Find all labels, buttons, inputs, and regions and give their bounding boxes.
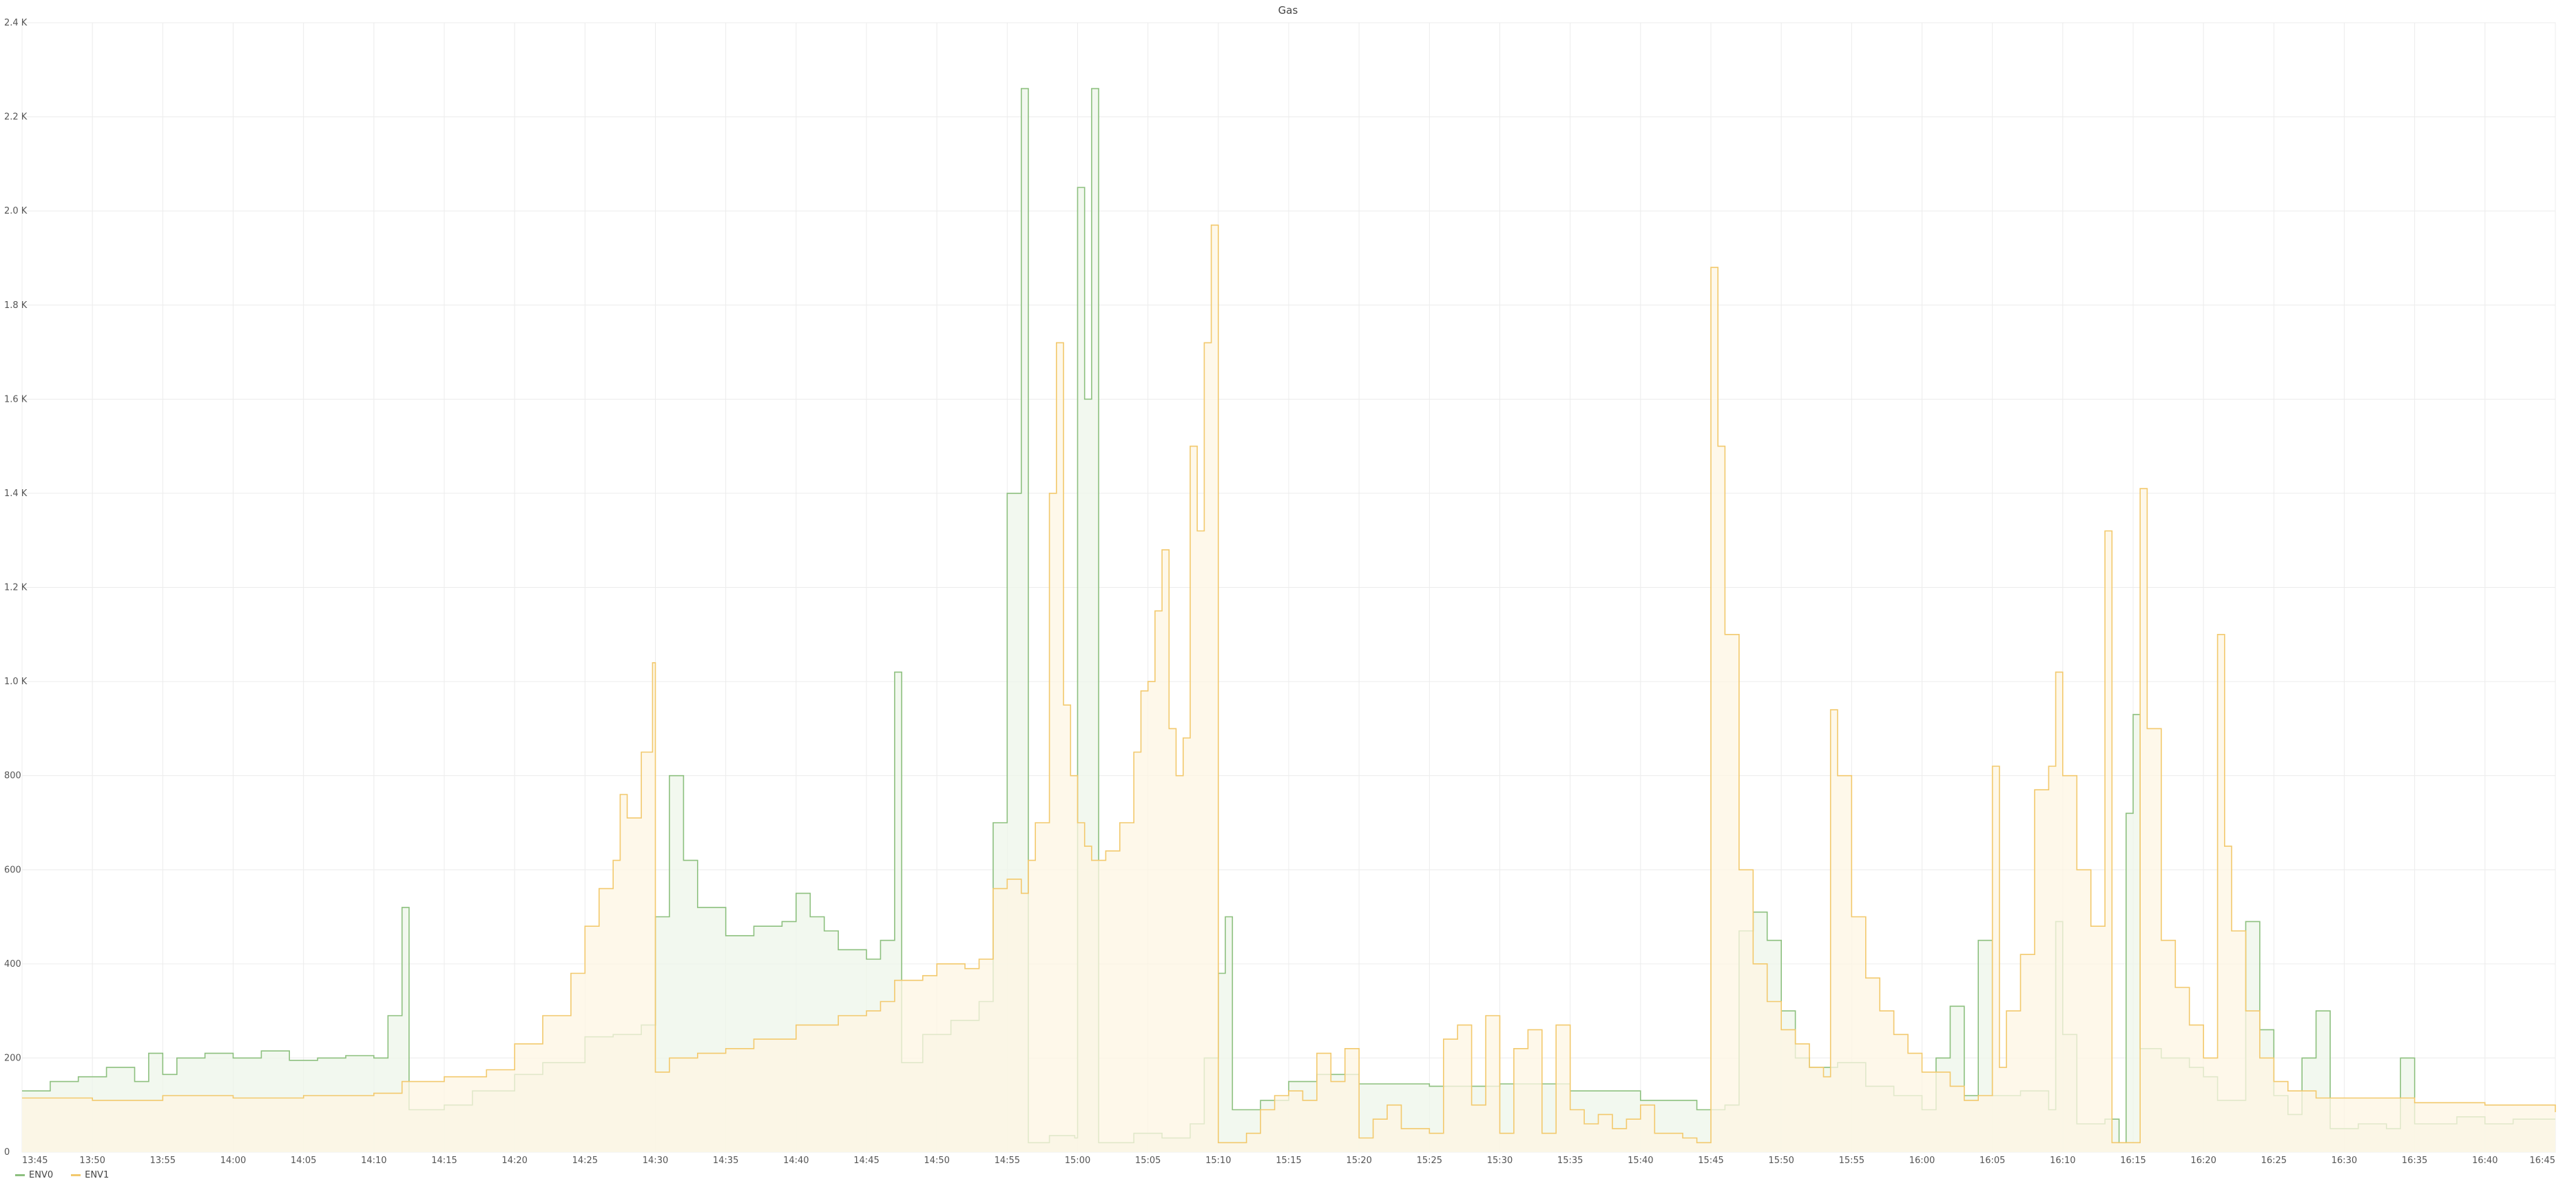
- y-tick-label: 1.8 K: [4, 300, 28, 311]
- x-tick-label: 14:15: [431, 1156, 457, 1166]
- x-tick-label: 15:50: [1768, 1156, 1794, 1166]
- x-tick-label: 15:15: [1276, 1156, 1301, 1166]
- x-tick-label: 16:05: [1980, 1156, 2005, 1166]
- x-tick-label: 15:30: [1487, 1156, 1513, 1166]
- y-tick-label: 2.2 K: [4, 112, 28, 123]
- y-tick-label: 1.6 K: [4, 394, 28, 404]
- x-tick-label: 14:35: [713, 1156, 738, 1166]
- y-tick-label: 2.0 K: [4, 206, 28, 216]
- x-tick-label: 16:45: [2530, 1156, 2555, 1166]
- legend-label-env0: ENV0: [29, 1170, 54, 1180]
- x-tick-label: 14:00: [220, 1156, 246, 1166]
- x-tick-label: 16:35: [2402, 1156, 2427, 1166]
- x-tick-label: 14:40: [783, 1156, 809, 1166]
- x-tick-label: 14:20: [501, 1156, 527, 1166]
- series-layer: [22, 88, 2556, 1153]
- y-tick-label: 600: [4, 865, 21, 875]
- y-tick-label: 200: [4, 1053, 21, 1063]
- x-tick-label: 15:35: [1557, 1156, 1583, 1166]
- x-tick-label: 14:30: [643, 1156, 668, 1166]
- x-tick-label: 14:05: [291, 1156, 316, 1166]
- legend-item-env0[interactable]: ENV0: [15, 1170, 53, 1180]
- x-tick-label: 15:45: [1698, 1156, 1723, 1166]
- legend-swatch-env1: [71, 1174, 81, 1176]
- x-tick-label: 13:50: [79, 1156, 105, 1166]
- x-tick-label: 15:05: [1135, 1156, 1161, 1166]
- y-tick-label: 400: [4, 959, 21, 970]
- x-tick-label: 16:15: [2120, 1156, 2146, 1166]
- x-tick-label: 16:30: [2331, 1156, 2357, 1166]
- x-tick-label: 14:55: [995, 1156, 1020, 1166]
- y-axis: 0 200 400 600 800 1.0 K 1.2 K 1.4 K 1.6 K 1.8 K 2.…: [4, 18, 28, 1158]
- y-tick-label: 1.4 K: [4, 489, 28, 499]
- x-tick-label: 15:55: [1839, 1156, 1865, 1166]
- x-tick-label: 16:25: [2261, 1156, 2287, 1166]
- legend-swatch-env0: [15, 1174, 25, 1176]
- legend-item-env1[interactable]: ENV1: [71, 1170, 109, 1180]
- x-tick-label: 15:20: [1346, 1156, 1371, 1166]
- legend: ENV0 ENV1: [15, 1170, 109, 1180]
- x-tick-label: 16:10: [2050, 1156, 2075, 1166]
- x-tick-label: 14:10: [361, 1156, 386, 1166]
- x-tick-label: 14:25: [572, 1156, 598, 1166]
- chart-title: Gas: [1278, 4, 1298, 17]
- x-tick-label: 16:00: [1909, 1156, 1935, 1166]
- x-tick-label: 15:25: [1417, 1156, 1442, 1166]
- y-tick-label: 1.2 K: [4, 583, 28, 593]
- y-tick-label: 2.4 K: [4, 18, 28, 28]
- x-tick-label: 13:45: [22, 1156, 48, 1166]
- series-line-env1[interactable]: [22, 224, 2556, 1144]
- x-tick-label: 15:00: [1065, 1156, 1090, 1166]
- y-tick-label: 800: [4, 771, 21, 781]
- x-tick-label: 14:45: [853, 1156, 879, 1166]
- x-tick-label: 16:20: [2190, 1156, 2216, 1166]
- x-tick-label: 15:10: [1205, 1156, 1231, 1166]
- x-tick-label: 14:50: [924, 1156, 949, 1166]
- x-tick-label: 13:55: [150, 1156, 176, 1166]
- y-tick-label: 0: [4, 1147, 10, 1158]
- x-tick-label: 15:40: [1628, 1156, 1653, 1166]
- x-axis: 13:45 13:50 13:55 14:00 14:05 14:10 14:15 14:20…: [22, 1156, 2555, 1166]
- x-tick-label: 16:40: [2472, 1156, 2497, 1166]
- legend-label-env1: ENV1: [85, 1170, 110, 1180]
- y-tick-label: 1.0 K: [4, 677, 28, 687]
